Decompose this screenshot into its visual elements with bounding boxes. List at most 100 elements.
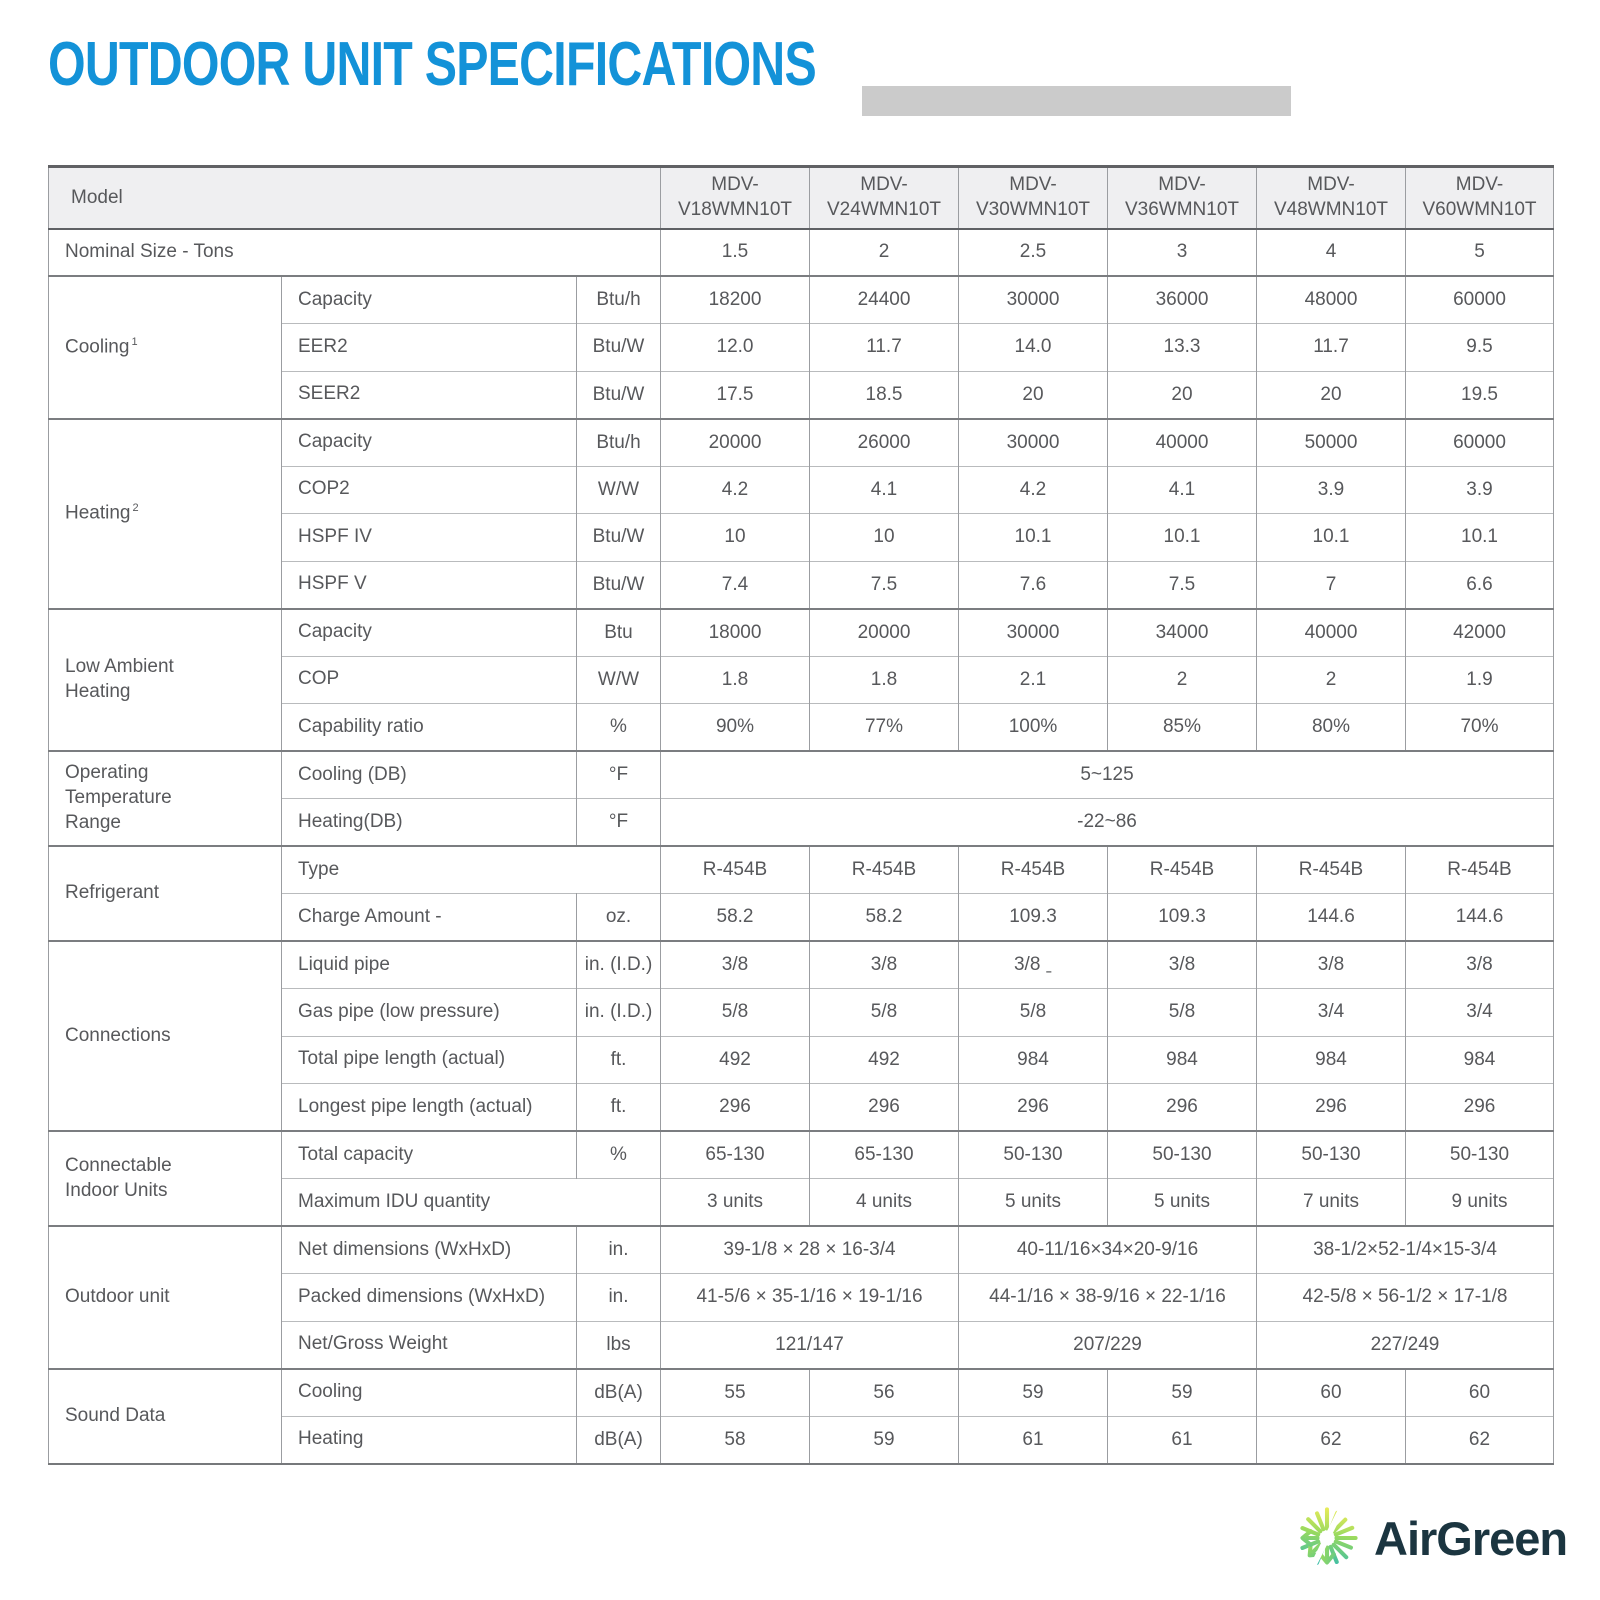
row-lah-capability-ratio-value: 70% — [1405, 703, 1554, 751]
row-cooling-eer2-label: EER2 — [281, 323, 577, 371]
row-heating-hspf-iv: HSPF IV Btu/W 10 10 10.1 10.1 10.1 10.1 — [49, 513, 1554, 561]
title-block: OUTDOOR UNIT SPECIFICATIONS — [48, 34, 1552, 124]
row-heating-capacity-value: 26000 — [809, 417, 959, 466]
row-cooling-capacity-label: Capacity — [281, 275, 577, 324]
row-cooling-eer2-value: 11.7 — [1256, 323, 1406, 371]
row-heating-hspf-v-label: HSPF V — [281, 560, 577, 609]
model-name-line: V48WMN10T — [1273, 198, 1389, 220]
row-connections-total-pipe-length-value: 492 — [809, 1035, 959, 1084]
row-connectable-total-capacity-value: 50-130 — [1256, 1130, 1406, 1179]
row-heating-cop2-value: 3.9 — [1256, 465, 1406, 514]
row-heating-hspf-v: HSPF V Btu/W 7.4 7.5 7.6 7.5 7 6.6 — [49, 560, 1554, 609]
model-name-line: MDV- — [711, 174, 759, 196]
row-optemp-cooling-unit: °F — [576, 750, 661, 799]
row-cooling-seer2-value: 20 — [958, 370, 1108, 419]
row-outdoor-net-dimensions-value: 40-11/16×34×20-9/16 — [958, 1225, 1257, 1274]
row-cooling-seer2-value: 18.5 — [809, 370, 959, 419]
row-refrigerant-charge-label: Charge Amount - — [281, 893, 577, 941]
row-sound-heating-label: Heating — [281, 1415, 577, 1464]
row-connectable-max-idu-value: 9 units — [1405, 1178, 1554, 1226]
row-connections-total-pipe-length: Total pipe length (actual) ft. 492 492 984 98… — [49, 1035, 1554, 1084]
row-heating-capacity-value: 20000 — [660, 417, 810, 466]
row-connectable-max-idu-value: 3 units — [660, 1178, 810, 1226]
row-connections-longest-pipe-length: Longest pipe length (actual) ft. 296 296 296… — [49, 1083, 1554, 1131]
row-connections-liquid-pipe-value: 3/8 ˍ — [958, 940, 1108, 989]
row-sound-heating-value: 61 — [1107, 1415, 1257, 1464]
row-cooling-capacity-value: 60000 — [1405, 275, 1554, 324]
row-lah-cop-value: 2 — [1256, 655, 1406, 704]
row-lah-cop-value: 1.8 — [660, 655, 810, 704]
row-heating-hspf-iv-unit: Btu/W — [576, 513, 661, 561]
row-heating-cop2-unit: W/W — [576, 465, 661, 514]
row-nominal-size-value: 4 — [1256, 227, 1406, 276]
row-connectable-max-idu: Maximum IDU quantity 3 units 4 units 5 unit… — [49, 1178, 1554, 1226]
row-cooling-seer2-label: SEER2 — [281, 370, 577, 419]
row-connections-gas-pipe-value: 5/8 — [809, 988, 959, 1036]
model-name-line: MDV- — [860, 174, 908, 196]
row-heating-capacity: Heating 2 Capacity Btu/h 20000 26000 30000 4000… — [48, 417, 1554, 609]
row-connectable-total-capacity-value: 50-130 — [1405, 1130, 1554, 1179]
model-col-header-v30: MDV- V30WMN10T — [958, 166, 1108, 230]
row-connections-longest-pipe-length-label: Longest pipe length (actual) — [281, 1083, 577, 1131]
row-heating-capacity-value: 30000 — [958, 417, 1108, 466]
row-outdoor-net-dimensions-value: 38-1/2×52-1/4×15-3/4 — [1256, 1225, 1554, 1274]
row-heating-hspf-v-value: 7 — [1256, 560, 1406, 609]
row-heating-hspf-iv-value: 10 — [660, 513, 810, 561]
row-heating-hspf-iv-value: 10.1 — [1405, 513, 1554, 561]
row-connections-longest-pipe-length-value: 296 — [1107, 1083, 1257, 1131]
row-lah-cop-value: 2.1 — [958, 655, 1108, 704]
row-outdoor-packed-dimensions-label: Packed dimensions (WxHxD) — [281, 1273, 577, 1321]
row-sound-cooling-value: 56 — [809, 1367, 959, 1416]
row-sound-cooling-value: 59 — [958, 1367, 1108, 1416]
row-outdoor-weight-value: 207/229 — [958, 1320, 1257, 1369]
row-refrigerant-charge: Charge Amount - oz. 58.2 58.2 109.3 109.3 144.… — [49, 893, 1554, 941]
row-cooling-capacity-group: Cooling 1 — [48, 275, 282, 419]
row-sound-heating-value: 62 — [1405, 1415, 1554, 1464]
row-heating-cop2-value: 4.2 — [958, 465, 1108, 514]
row-outdoor-weight-value: 121/147 — [660, 1320, 959, 1369]
row-connectable-total-capacity: Connectable Indoor Units Total capacity% 6… — [48, 1130, 1554, 1226]
row-cooling-seer2-value: 20 — [1256, 370, 1406, 419]
row-refrigerant-type-value: R-454B — [1405, 845, 1554, 894]
model-name-line: MDV- — [1009, 174, 1057, 196]
row-cooling-eer2-value: 11.7 — [809, 323, 959, 371]
row-lah-cop-value: 1.9 — [1405, 655, 1554, 704]
row-nominal-size-value: 1.5 — [660, 227, 810, 276]
row-heating-capacity-value: 50000 — [1256, 417, 1406, 466]
row-optemp-cooling-group: Operating Temperature Range — [48, 750, 282, 846]
page-title: OUTDOOR UNIT SPECIFICATIONS — [48, 30, 817, 99]
model-col-header-v60: MDV- V60WMN10T — [1405, 166, 1554, 230]
row-connections-liquid-pipe-value: 3/8 — [660, 940, 810, 989]
row-nominal-size-value: 5 — [1405, 227, 1554, 276]
row-refrigerant-type: Refrigerant Type R-454B R-454B R-454B R-454B R… — [48, 845, 1554, 941]
row-refrigerant-charge-value: 144.6 — [1405, 893, 1554, 941]
row-lah-cop-label: COP — [281, 655, 577, 704]
row-connections-liquid-pipe: Connections Liquid pipe in. (I.D.) 3/8 3/8 3/… — [48, 940, 1554, 1131]
row-refrigerant-charge-unit: oz. — [576, 893, 661, 941]
row-connectable-total-capacity-unit: % — [576, 1130, 661, 1179]
row-outdoor-packed-dimensions-unit: in. — [576, 1273, 661, 1321]
row-connections-gas-pipe-label: Gas pipe (low pressure) — [281, 988, 577, 1036]
row-outdoor-net-dimensions-label: Net dimensions (WxHxD) — [281, 1225, 577, 1274]
row-cooling-capacity: Cooling 1 Capacity Btu/h 18200 24400 30000 3600… — [48, 275, 1554, 419]
row-connectable-total-capacity-value: 65-130 — [809, 1130, 959, 1179]
row-heating-cop2-value: 4.1 — [809, 465, 959, 514]
row-lah-capacity-unit: Btu — [576, 607, 661, 656]
row-outdoor-net-dimensions: Outdoor unit Net dimensions (WxHxD) in. 39-… — [48, 1225, 1554, 1369]
row-lah-capacity-group: Low Ambient Heating — [48, 607, 282, 751]
row-connections-gas-pipe-value: 3/4 — [1256, 988, 1406, 1036]
row-sound-heating-value: 59 — [809, 1415, 959, 1464]
row-connections-liquid-pipe-unit: in. (I.D.) — [576, 940, 661, 989]
row-connections-longest-pipe-length-value: 296 — [958, 1083, 1108, 1131]
row-heating-capacity-value: 40000 — [1107, 417, 1257, 466]
row-connections-gas-pipe: Gas pipe (low pressure) in. (I.D.) 5/8 5/8 5… — [49, 988, 1554, 1036]
row-sound-cooling-group: Sound Data — [48, 1367, 282, 1464]
row-heating-cop2: COP2 W/W 4.2 4.1 4.2 4.1 3.9 3.9 — [49, 465, 1554, 514]
row-lah-cop-unit: W/W — [576, 655, 661, 704]
row-lah-capability-ratio-value: 85% — [1107, 703, 1257, 751]
row-connections-gas-pipe-value: 5/8 — [660, 988, 810, 1036]
title-accent-bar — [862, 86, 1291, 116]
row-heating-hspf-iv-value: 10.1 — [958, 513, 1108, 561]
row-cooling-seer2-value: 20 — [1107, 370, 1257, 419]
row-nominal-size-value: 2.5 — [958, 227, 1108, 276]
